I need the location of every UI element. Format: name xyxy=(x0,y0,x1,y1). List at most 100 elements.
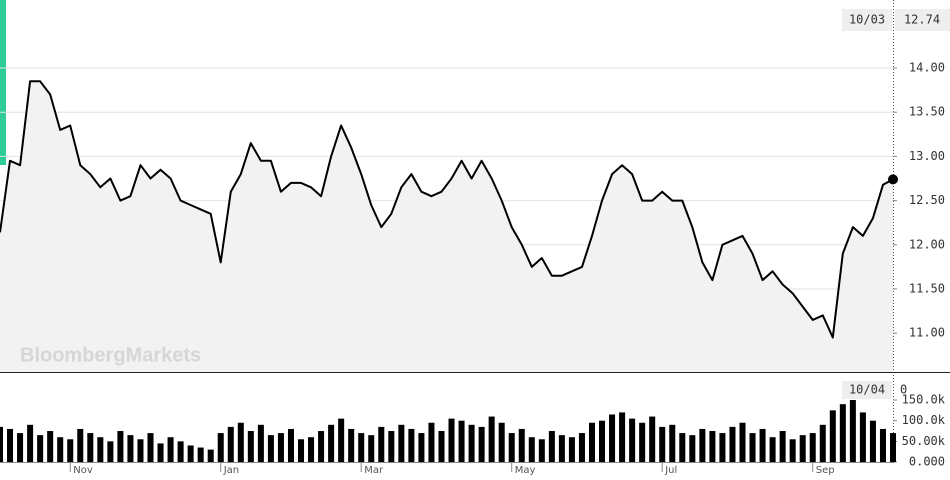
volume-bar xyxy=(147,433,154,462)
y-tick-label: 12.50 xyxy=(909,193,945,207)
volume-bar xyxy=(699,428,706,462)
volume-bar xyxy=(87,433,94,462)
volume-bar xyxy=(639,422,646,462)
volume-bar xyxy=(669,424,676,462)
volume-bar xyxy=(849,400,856,462)
volume-bar xyxy=(227,426,234,462)
volume-bar xyxy=(548,431,555,462)
volume-bar xyxy=(37,435,44,462)
volume-bar xyxy=(829,410,836,462)
volume-bar xyxy=(609,414,616,462)
volume-bar xyxy=(57,437,64,462)
volume-bar xyxy=(348,428,355,462)
volume-bar xyxy=(187,445,194,462)
volume-bar xyxy=(117,431,124,462)
volume-bar xyxy=(689,435,696,462)
y-tick-label: 13.00 xyxy=(909,149,945,163)
x-tick-label: Nov xyxy=(73,465,93,476)
value-box xyxy=(895,9,950,31)
volume-bar xyxy=(378,426,385,462)
volume-bar xyxy=(518,428,525,462)
volume-bar xyxy=(97,437,104,462)
volume-bar xyxy=(588,422,595,462)
volume-bar xyxy=(318,431,325,462)
volume-bar xyxy=(629,418,636,462)
volume-bar xyxy=(809,433,816,462)
volume-bar xyxy=(659,426,666,462)
volume-bar xyxy=(478,426,485,462)
volume-bar xyxy=(157,443,164,462)
volume-bar xyxy=(257,424,264,462)
volume-bar xyxy=(77,428,84,462)
volume-bar xyxy=(749,433,756,462)
volume-bar xyxy=(267,435,274,462)
volume-bar xyxy=(298,439,305,462)
volume-bar xyxy=(438,431,445,462)
volume-bar xyxy=(879,428,886,462)
volume-date-label: 10/04 xyxy=(849,383,885,397)
date-label: 10/03 xyxy=(849,13,885,27)
last-price-dot xyxy=(888,174,898,185)
volume-bar xyxy=(729,426,736,462)
volume-bar xyxy=(889,433,897,462)
y-tick-label: 150.0k xyxy=(902,393,946,407)
volume-bar xyxy=(247,431,254,462)
x-tick-label: Sep xyxy=(816,465,835,476)
volume-bar xyxy=(679,433,686,462)
volume-bar xyxy=(358,433,365,462)
volume-bar xyxy=(67,439,74,462)
y-tick-label: 11.00 xyxy=(909,326,945,340)
y-tick-label: 14.00 xyxy=(909,61,945,75)
volume-bar xyxy=(839,404,846,462)
volume-bar xyxy=(458,420,465,462)
volume-date-box xyxy=(842,381,892,399)
volume-bar xyxy=(408,428,415,462)
volume-bar xyxy=(528,437,535,462)
volume-bar xyxy=(418,433,425,462)
volume-bar xyxy=(0,426,4,462)
volume-bar xyxy=(127,435,134,462)
volume-bar xyxy=(277,433,284,462)
volume-bar xyxy=(398,424,405,462)
volume-bar xyxy=(107,441,114,462)
volume-bar xyxy=(287,428,294,462)
volume-value-label: 0 xyxy=(900,383,907,397)
volume-bar xyxy=(558,435,565,462)
volume-bar xyxy=(599,420,606,462)
y-tick-label: 11.50 xyxy=(909,281,945,295)
volume-bar xyxy=(27,424,34,462)
volume-bar xyxy=(338,418,345,462)
volume-bar xyxy=(719,433,726,462)
volume-bar xyxy=(17,433,24,462)
x-tick-label: Jul xyxy=(664,465,677,476)
volume-bar xyxy=(649,416,656,462)
volume-bar xyxy=(368,435,375,462)
volume-bar xyxy=(237,422,244,462)
volume-bar xyxy=(498,422,505,462)
volume-bar xyxy=(428,422,435,462)
volume-bar xyxy=(468,424,475,462)
y-tick-label: 50.00k xyxy=(902,434,946,448)
volume-bar xyxy=(709,431,716,462)
volume-bar xyxy=(177,441,184,462)
volume-bar xyxy=(859,412,866,462)
watermark: BloombergMarkets xyxy=(20,344,201,366)
y-tick-label: 0.000 xyxy=(909,455,945,469)
x-tick-label: Mar xyxy=(364,465,384,476)
volume-bar xyxy=(217,433,224,462)
y-tick-label: 12.00 xyxy=(909,237,945,251)
volume-bar xyxy=(619,412,626,462)
volume-bar xyxy=(328,424,335,462)
date-box xyxy=(842,9,892,31)
volume-bar xyxy=(308,437,315,462)
value-label: 12.74 xyxy=(904,13,940,27)
x-tick-label: May xyxy=(515,465,536,476)
volume-bar xyxy=(869,420,876,462)
volume-bar xyxy=(568,437,575,462)
volume-bar xyxy=(789,439,796,462)
x-tick-label: Jan xyxy=(223,465,239,476)
volume-bar xyxy=(7,428,14,462)
volume-bar xyxy=(538,439,545,462)
